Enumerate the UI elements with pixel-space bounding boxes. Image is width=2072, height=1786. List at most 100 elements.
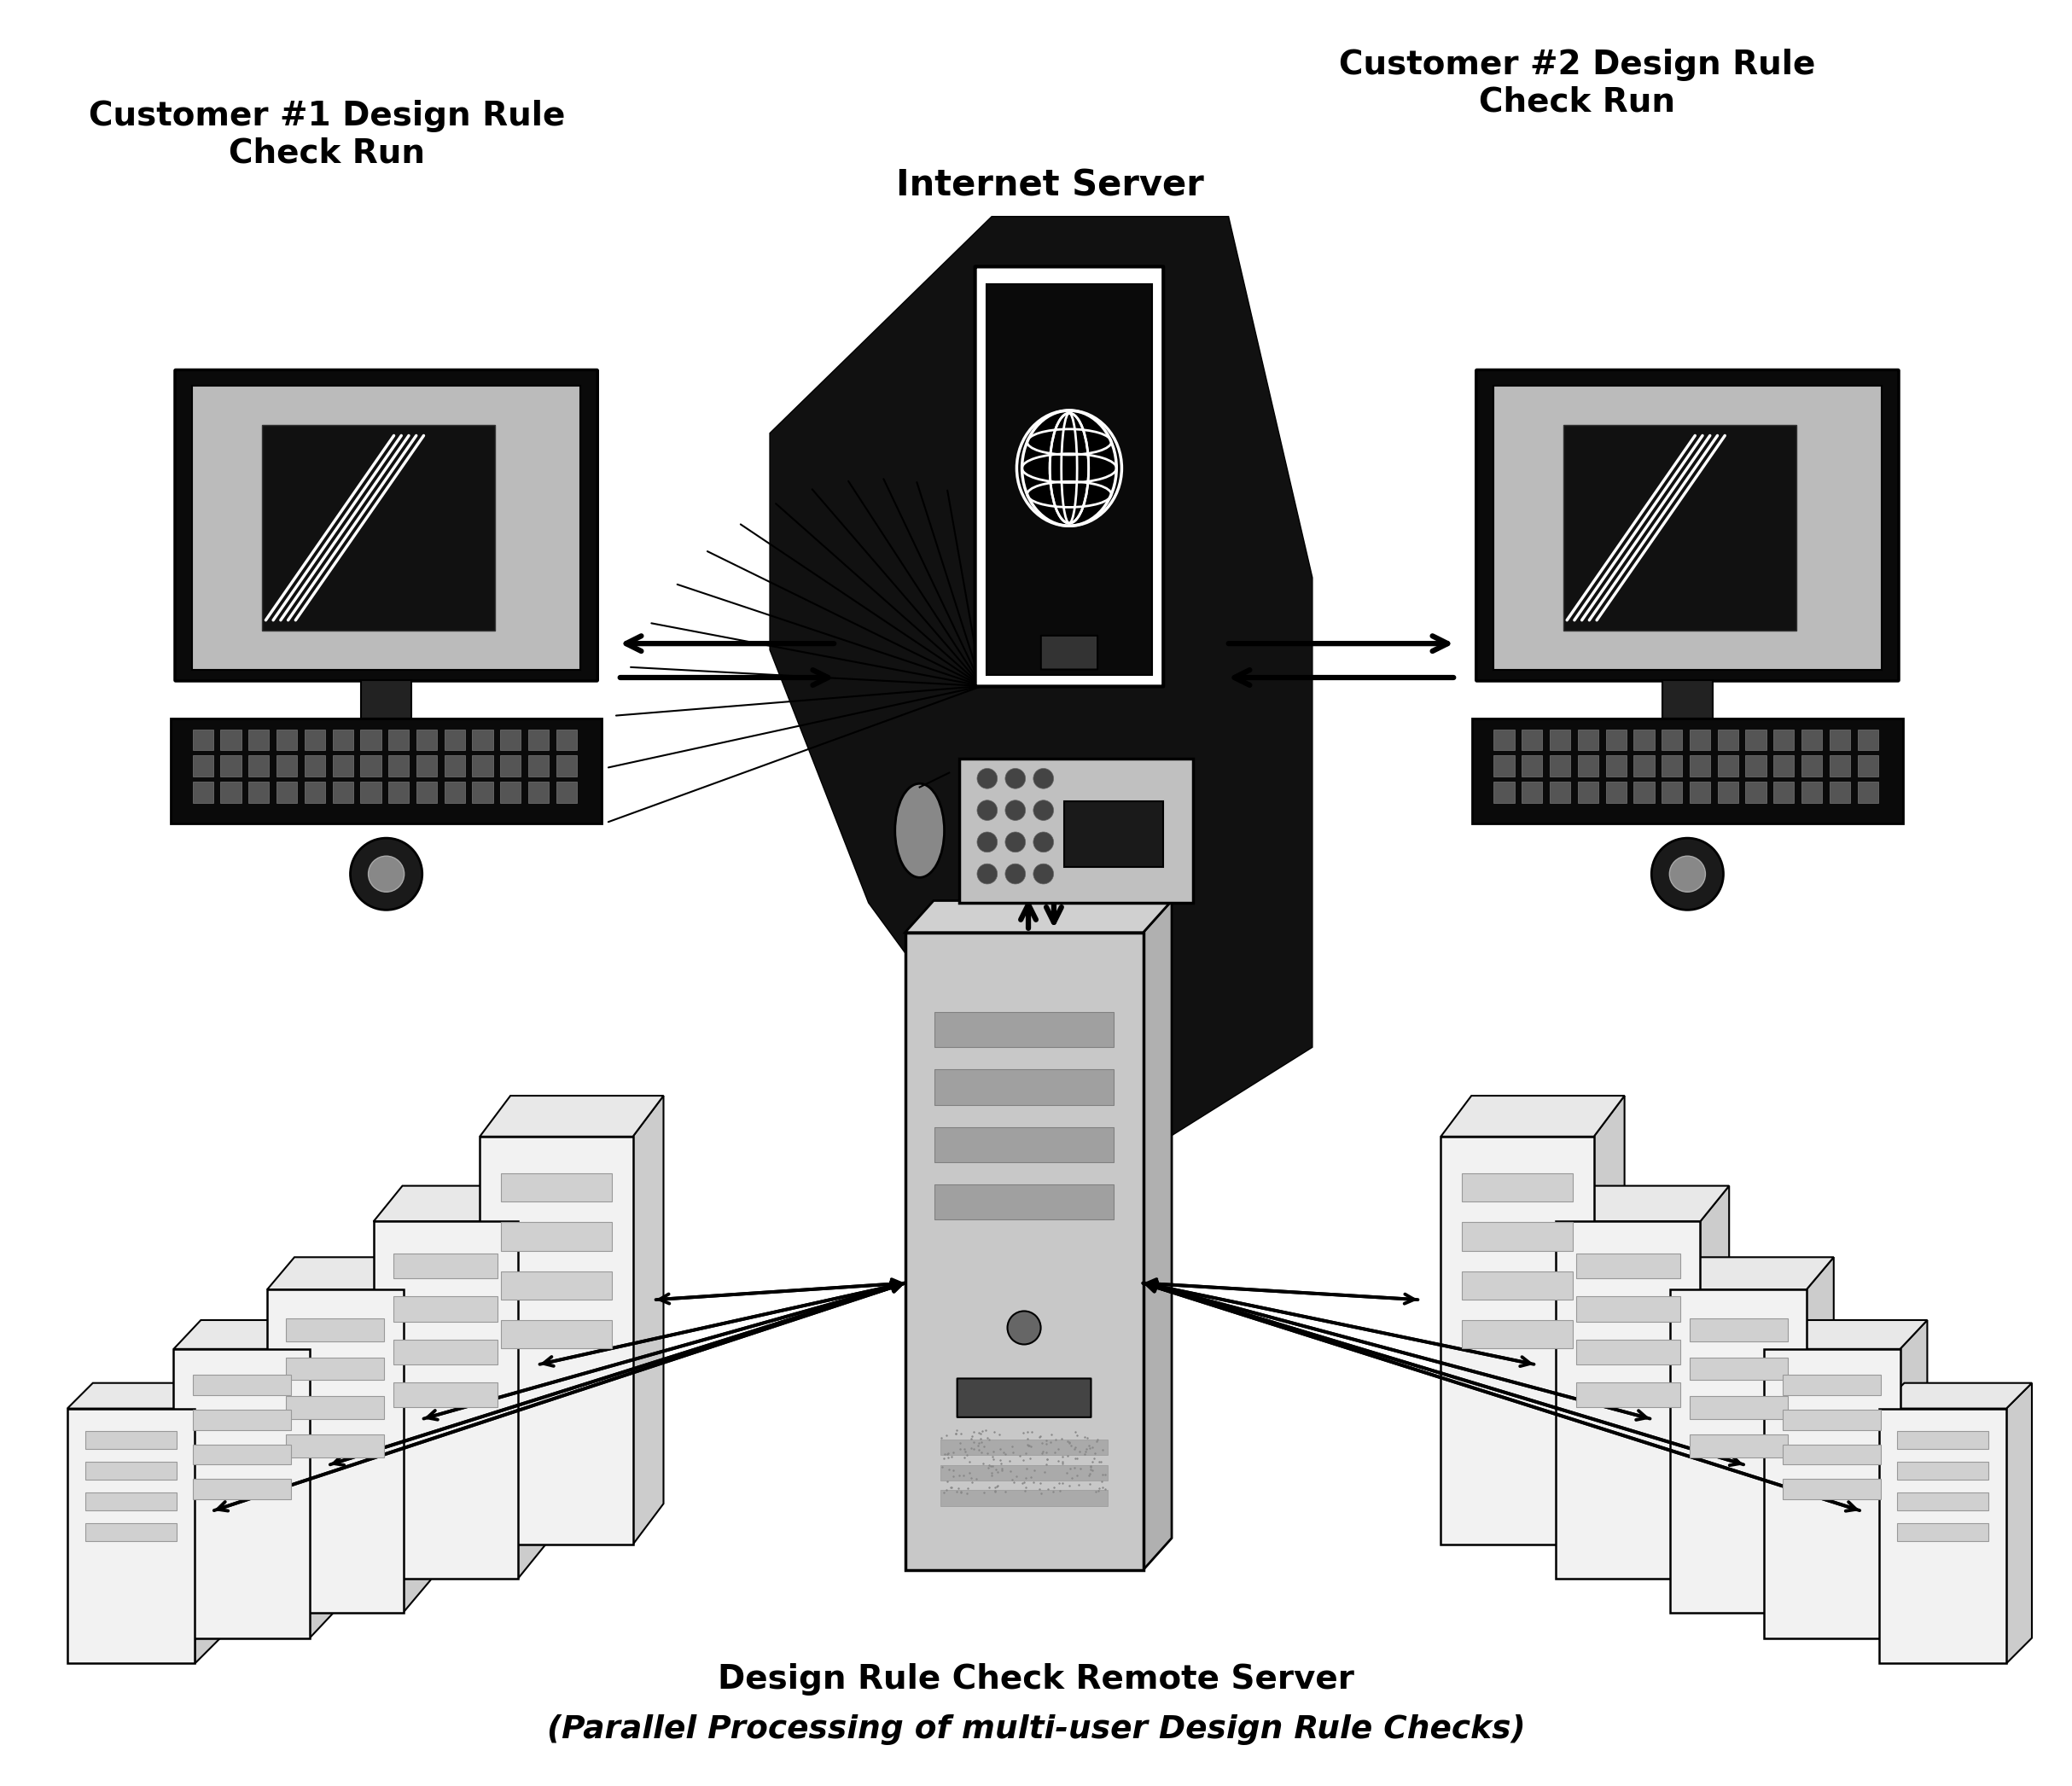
Bar (66, 1409, 195, 1663)
Bar (394, 1297, 497, 1322)
Bar (1718, 755, 1738, 777)
Bar (286, 1318, 383, 1341)
Bar (1718, 729, 1738, 750)
Bar (387, 755, 408, 777)
Point (941, 1416, 974, 1445)
Point (1009, 1473, 1042, 1502)
Point (982, 1420, 1015, 1448)
Bar (528, 782, 549, 802)
Point (1024, 1475, 1057, 1504)
Bar (286, 1357, 383, 1381)
Bar (934, 1013, 1113, 1047)
Point (984, 1434, 1017, 1463)
Point (955, 1422, 988, 1450)
Point (1024, 1479, 1057, 1507)
Bar (332, 755, 352, 777)
Point (1055, 1431, 1088, 1459)
Point (1071, 1461, 1104, 1490)
Point (1053, 1454, 1086, 1482)
Point (1007, 1468, 1040, 1497)
Point (1073, 1434, 1106, 1463)
Bar (1784, 1479, 1881, 1498)
Circle shape (1005, 864, 1026, 884)
Bar (220, 782, 240, 802)
Point (945, 1479, 978, 1507)
Point (1077, 1443, 1111, 1472)
Bar (394, 1254, 497, 1279)
Point (1015, 1432, 1048, 1461)
Point (961, 1429, 995, 1457)
Point (968, 1479, 1001, 1507)
Point (978, 1418, 1011, 1447)
Point (1042, 1434, 1075, 1463)
Point (978, 1477, 1011, 1506)
Point (1007, 1477, 1040, 1506)
Bar (555, 729, 576, 750)
Bar (1689, 729, 1709, 750)
Point (1024, 1422, 1057, 1450)
Point (1067, 1440, 1100, 1468)
Point (961, 1436, 995, 1465)
Point (1034, 1429, 1067, 1457)
Point (1046, 1447, 1080, 1475)
Point (1011, 1431, 1044, 1459)
Point (963, 1425, 997, 1454)
Point (955, 1425, 988, 1454)
Bar (1494, 386, 1881, 670)
Bar (1494, 782, 1515, 802)
Bar (1065, 802, 1162, 866)
Bar (1463, 1272, 1573, 1300)
Point (1024, 1468, 1057, 1497)
Bar (267, 1289, 404, 1613)
Bar (934, 1070, 1113, 1104)
Circle shape (1034, 832, 1053, 852)
Text: Customer #1 Design Rule
Check Run: Customer #1 Design Rule Check Run (89, 100, 566, 170)
FancyBboxPatch shape (957, 1379, 1092, 1418)
Point (992, 1447, 1026, 1475)
Point (951, 1441, 984, 1470)
Point (961, 1418, 995, 1447)
Point (1024, 1422, 1057, 1450)
Bar (499, 782, 520, 802)
Point (1026, 1440, 1059, 1468)
Bar (361, 755, 381, 777)
Bar (1689, 1397, 1788, 1418)
Point (1040, 1425, 1073, 1454)
Bar (1521, 782, 1542, 802)
Point (972, 1425, 1005, 1454)
Point (978, 1473, 1011, 1502)
Point (1088, 1475, 1121, 1504)
Polygon shape (771, 216, 1312, 1156)
Point (1044, 1425, 1077, 1454)
Circle shape (1034, 768, 1053, 789)
Bar (1577, 782, 1598, 802)
Bar (332, 782, 352, 802)
Point (988, 1440, 1021, 1468)
Polygon shape (518, 1186, 547, 1579)
Polygon shape (174, 1320, 338, 1348)
Bar (220, 729, 240, 750)
Bar (1774, 782, 1794, 802)
Point (1030, 1450, 1063, 1479)
Point (947, 1434, 980, 1463)
Point (1073, 1459, 1106, 1488)
Bar (286, 1434, 383, 1457)
Point (986, 1454, 1019, 1482)
Bar (361, 729, 381, 750)
Polygon shape (1144, 900, 1173, 1570)
Circle shape (1034, 864, 1053, 884)
Point (949, 1438, 982, 1466)
Bar (1606, 755, 1627, 777)
Point (1026, 1438, 1059, 1466)
Point (1059, 1445, 1092, 1473)
Point (1075, 1456, 1109, 1484)
Point (1069, 1434, 1102, 1463)
Point (995, 1432, 1028, 1461)
Point (997, 1468, 1030, 1497)
Bar (1689, 1434, 1788, 1457)
Point (930, 1440, 963, 1468)
Point (955, 1465, 988, 1493)
Point (1030, 1429, 1063, 1457)
Bar (481, 1136, 632, 1545)
Point (937, 1438, 970, 1466)
